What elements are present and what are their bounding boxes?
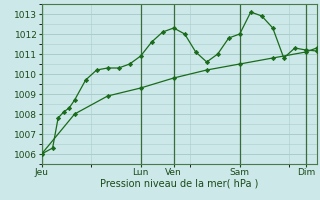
X-axis label: Pression niveau de la mer( hPa ): Pression niveau de la mer( hPa ) [100,179,258,189]
